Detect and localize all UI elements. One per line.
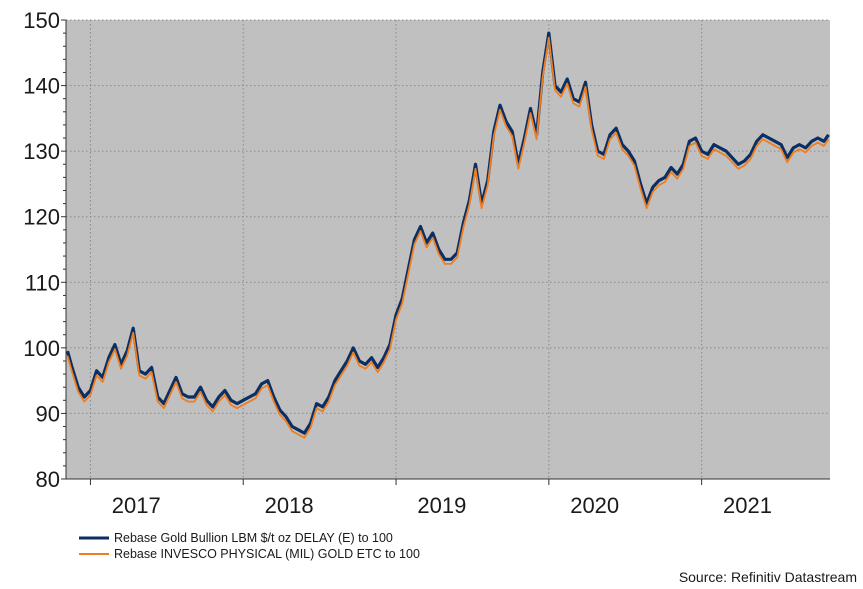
source-note: Source: Refinitiv Datastream xyxy=(679,569,857,585)
x-tick-label: 2019 xyxy=(417,493,466,518)
x-tick-label: 2018 xyxy=(265,493,314,518)
y-tick-label: 150 xyxy=(23,8,60,33)
x-tick-label: 2017 xyxy=(112,493,161,518)
y-tick-label: 90 xyxy=(36,401,60,426)
y-tick-label: 80 xyxy=(36,467,60,492)
legend-label-gold-bullion: Rebase Gold Bullion LBM $/t oz DELAY (E)… xyxy=(114,531,393,545)
y-tick-label: 110 xyxy=(25,270,60,295)
series-line-invesco xyxy=(66,36,830,439)
x-tick-label: 2020 xyxy=(570,493,619,518)
y-tick-label: 130 xyxy=(23,139,60,164)
y-axis-ticks: 80 90 100 110 120 130 140 150 xyxy=(23,8,66,492)
legend: Rebase Gold Bullion LBM $/t oz DELAY (E)… xyxy=(79,531,420,561)
x-axis-ticks: 2017 2018 2019 2020 2021 xyxy=(89,479,772,518)
y-tick-label: 100 xyxy=(23,336,60,361)
series-line-gold-bullion xyxy=(65,31,830,435)
series-layer xyxy=(65,31,830,439)
legend-label-invesco: Rebase INVESCO PHYSICAL (MIL) GOLD ETC t… xyxy=(114,547,420,561)
y-tick-label: 140 xyxy=(23,74,60,99)
plot-background xyxy=(66,20,830,479)
grid xyxy=(66,19,830,479)
y-tick-label: 120 xyxy=(23,205,60,230)
x-tick-label: 2021 xyxy=(723,493,772,518)
